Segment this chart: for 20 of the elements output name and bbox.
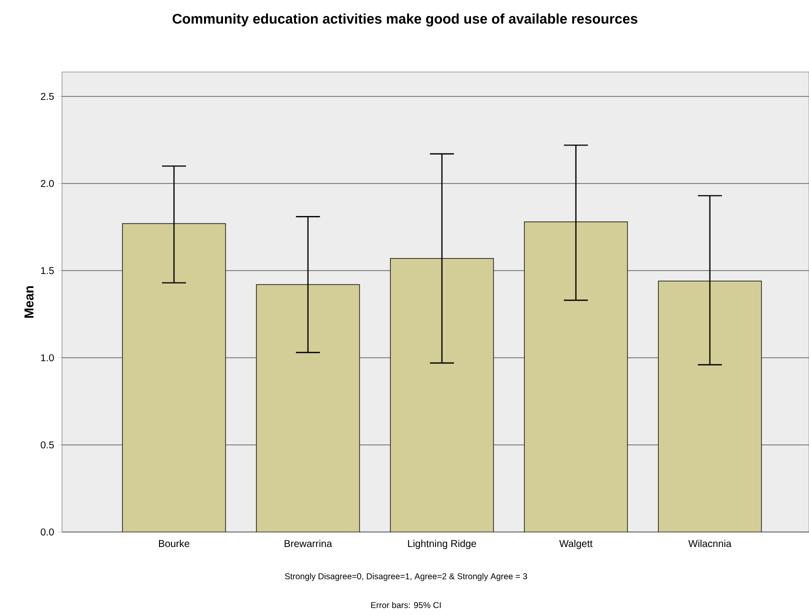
x-tick-label: Wilacnnia <box>688 540 732 548</box>
y-tick-label: 1.5 <box>41 267 54 274</box>
y-tick-label: 2.5 <box>40 92 54 100</box>
y-tick-label: 1.0 <box>41 354 54 362</box>
x-tick-label: Walgett <box>559 540 593 550</box>
x-tick-label: Lightning Ridge <box>408 540 476 550</box>
text: Strongly Disagree=0, Disagree=1, Agree=2 & Strongly Agree = 3 <box>284 573 528 581</box>
bar <box>658 280 762 532</box>
bar <box>122 224 226 532</box>
text: Error bars: 95% CI <box>371 602 441 608</box>
bar <box>524 222 628 532</box>
bar <box>390 258 494 532</box>
bar <box>256 284 360 532</box>
y-tick-label: 0.5 <box>40 441 54 448</box>
y-tick-label: 2.0 <box>40 180 54 188</box>
y-axis-title: Mean <box>24 286 34 318</box>
chart-title: Community education activities make good use of available resources <box>172 13 638 27</box>
x-tick-label: Brewarrina <box>284 540 332 548</box>
x-tick-label: Bourke <box>159 540 190 548</box>
y-tick-label: 0.0 <box>40 528 54 536</box>
